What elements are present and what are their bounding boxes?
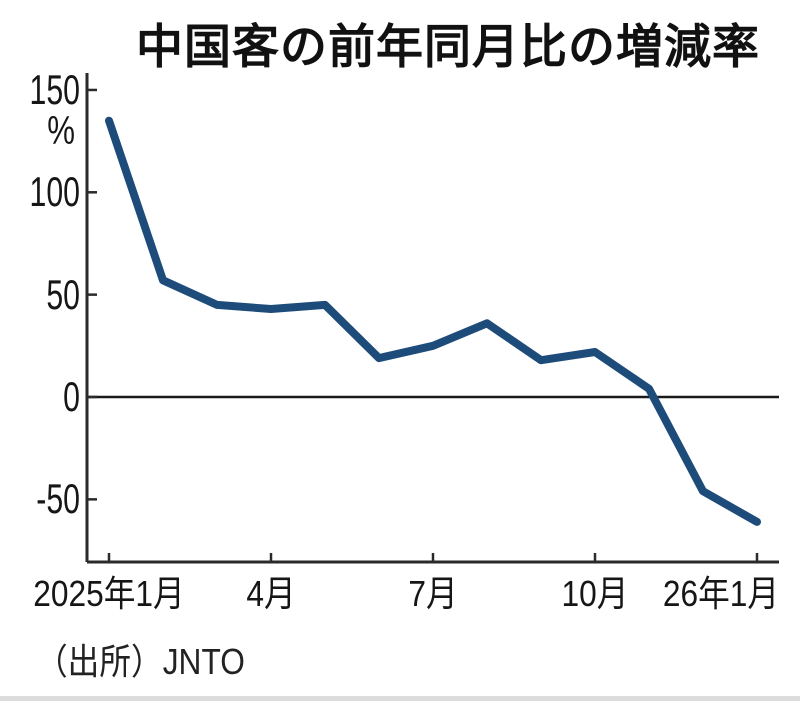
x-tick-label: 2025年1月 — [33, 573, 185, 614]
source-note: （出所）JNTO — [36, 641, 245, 682]
x-tick-label: 7月 — [408, 573, 458, 614]
y-tick-label: 50 — [46, 270, 80, 318]
y-tick-label: 0 — [63, 373, 80, 420]
y-axis-unit-label: % — [47, 109, 75, 153]
y-tick-label: 150 — [29, 65, 80, 113]
y-tick-label: -50 — [36, 475, 80, 523]
data-line-china-visitors — [105, 116, 761, 526]
y-tick-label: 100 — [29, 168, 80, 216]
x-tick-label: 10月 — [561, 573, 629, 614]
x-tick-label: 4月 — [246, 573, 296, 614]
x-tick-label: 26年1月 — [662, 573, 779, 614]
chart-title: 中国客の前年同月比の増減率 — [136, 20, 760, 73]
bottom-edge-divider — [0, 696, 800, 701]
